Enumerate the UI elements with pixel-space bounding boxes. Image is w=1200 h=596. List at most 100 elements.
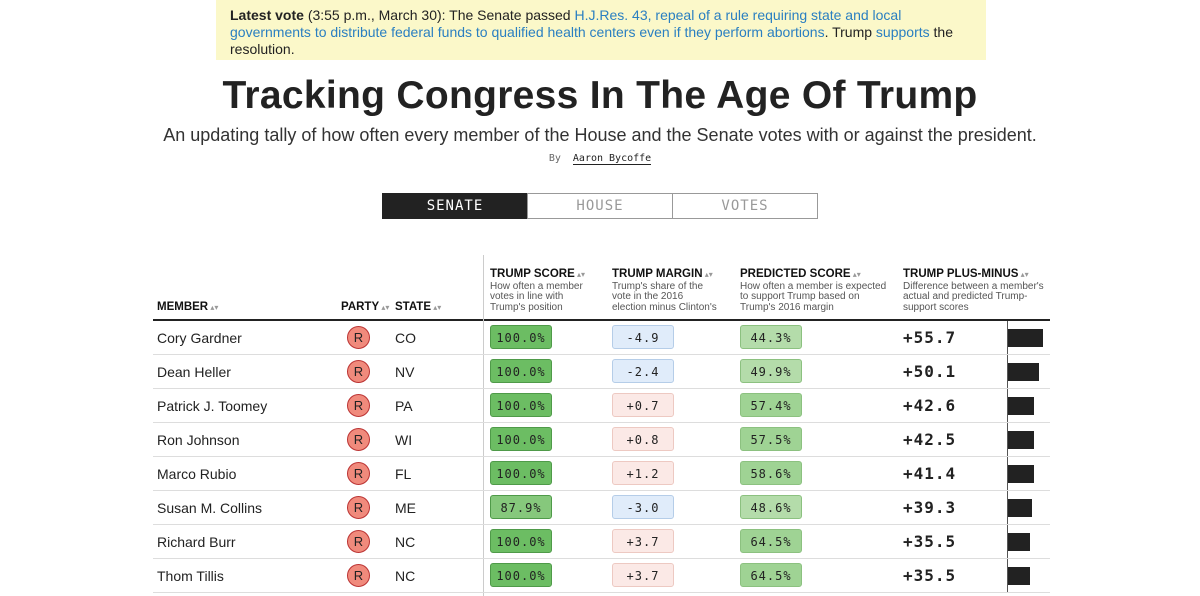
predicted-score: 44.3% (740, 325, 802, 349)
plus-minus: +35.5 (903, 566, 957, 585)
column-divider (483, 255, 484, 596)
column-header[interactable]: PREDICTED SCOREHow often a member is exp… (740, 268, 890, 314)
plus-minus-bar (1008, 567, 1030, 585)
column-title: TRUMP MARGIN (612, 268, 717, 280)
trump-score: 100.0% (490, 325, 552, 349)
state: NV (395, 364, 415, 380)
plus-minus-bar (1008, 533, 1030, 551)
table-row: Patrick J. Toomey R PA 100.0% +0.7 57.4% +42.6 (153, 389, 1050, 423)
column-description: How often a member votes in line with Tr… (490, 280, 583, 313)
predicted-score: 58.6% (740, 461, 802, 485)
tab[interactable]: VOTES (672, 193, 818, 219)
page-title: Tracking Congress In The Age Of Trump (222, 74, 978, 117)
byline: By Aaron Bycoffe (0, 153, 1200, 165)
state: CO (395, 330, 416, 346)
member-name: Richard Burr (157, 534, 236, 550)
plus-minus-bar (1008, 329, 1043, 347)
table-row: Marco Rubio R FL 100.0% +1.2 58.6% +41.4 (153, 457, 1050, 491)
plus-minus: +35.5 (903, 532, 957, 551)
member-name: Dean Heller (157, 364, 231, 380)
author[interactable]: Aaron Bycoffe (572, 153, 652, 165)
party-badge: R (347, 360, 370, 383)
banner-text: . Trump (824, 24, 873, 40)
bill-link[interactable]: H.J.Res. 43, repeal of a rule requiring … (230, 7, 902, 40)
column-header[interactable]: MEMBER (157, 301, 307, 313)
bar-axis (1007, 457, 1008, 490)
table-row: Susan M. Collins R ME 87.9% -3.0 48.6% +39.3 (153, 491, 1050, 525)
trump-score: 100.0% (490, 529, 552, 553)
banner-label: Latest vote (230, 7, 304, 23)
predicted-score: 48.6% (740, 495, 802, 519)
plus-minus: +55.7 (903, 328, 957, 347)
plus-minus: +41.4 (903, 464, 957, 483)
trump-margin: -4.9 (612, 325, 674, 349)
trump-margin: -3.0 (612, 495, 674, 519)
header-rule (153, 319, 1050, 321)
plus-minus: +39.3 (903, 498, 957, 517)
trump-margin: +3.7 (612, 529, 674, 553)
trump-margin: -2.4 (612, 359, 674, 383)
column-header[interactable]: PARTY (341, 301, 391, 313)
column-description: Trump's share of the vote in the 2016 el… (612, 280, 717, 313)
party-badge: R (347, 530, 370, 553)
state: PA (395, 398, 413, 414)
trump-score: 100.0% (490, 359, 552, 383)
column-header[interactable]: TRUMP PLUS-MINUSDifference between a mem… (903, 268, 1053, 314)
table-row: Ron Johnson R WI 100.0% +0.8 57.5% +42.5 (153, 423, 1050, 457)
bar-axis (1007, 389, 1008, 422)
predicted-score: 57.4% (740, 393, 802, 417)
trump-score: 87.9% (490, 495, 552, 519)
bar-axis (1007, 559, 1008, 592)
tab[interactable]: SENATE (382, 193, 528, 219)
member-name: Ron Johnson (157, 432, 240, 448)
plus-minus-bar (1008, 499, 1033, 517)
subtitle: An updating tally of how often every mem… (163, 125, 1037, 145)
column-header[interactable]: TRUMP MARGINTrump's share of the vote in… (612, 268, 717, 314)
member-name: Thom Tillis (157, 568, 224, 584)
column-title: STATE (395, 301, 455, 313)
party-badge: R (347, 462, 370, 485)
column-title: MEMBER (157, 301, 307, 313)
banner-text: the resolution. (230, 24, 953, 57)
member-name: Patrick J. Toomey (157, 398, 268, 414)
latest-vote-banner: Latest vote (3:55 p.m., March 30): The S… (216, 0, 986, 60)
bar-axis (1007, 355, 1008, 388)
column-header[interactable]: TRUMP SCOREHow often a member votes in l… (490, 268, 600, 314)
party-badge: R (347, 496, 370, 519)
plus-minus-bar (1008, 363, 1040, 381)
trump-score: 100.0% (490, 393, 552, 417)
position-link[interactable]: supports (875, 24, 930, 40)
tab[interactable]: HOUSE (527, 193, 673, 219)
column-title: TRUMP PLUS-MINUS (903, 268, 1053, 280)
column-description: Difference between a member's actual and… (903, 280, 1044, 313)
state: NC (395, 568, 416, 584)
state: NC (395, 534, 416, 550)
plus-minus: +50.1 (903, 362, 957, 381)
plus-minus-bar (1008, 465, 1034, 483)
party-badge: R (347, 564, 370, 587)
predicted-score: 64.5% (740, 563, 802, 587)
predicted-score: 57.5% (740, 427, 802, 451)
party-badge: R (347, 326, 370, 349)
banner-text: (3:55 p.m., March 30): The Senate passed (307, 7, 571, 23)
trump-score: 100.0% (490, 461, 552, 485)
column-header[interactable]: STATE (395, 301, 455, 313)
byline-prefix: By (548, 153, 561, 164)
predicted-score: 64.5% (740, 529, 802, 553)
table-row: Cory Gardner R CO 100.0% -4.9 44.3% +55.7 (153, 321, 1050, 355)
plus-minus: +42.6 (903, 396, 957, 415)
member-name: Marco Rubio (157, 466, 237, 482)
trump-margin: +0.8 (612, 427, 674, 451)
table-row: Thom Tillis R NC 100.0% +3.7 64.5% +35.5 (153, 559, 1050, 593)
column-description: How often a member is expected to suppor… (740, 280, 887, 313)
table-row: Dean Heller R NV 100.0% -2.4 49.9% +50.1 (153, 355, 1050, 389)
state: FL (395, 466, 412, 482)
column-title: PREDICTED SCORE (740, 268, 890, 280)
trump-margin: +1.2 (612, 461, 674, 485)
column-title: PARTY (341, 301, 391, 313)
state: WI (395, 432, 413, 448)
plus-minus: +42.5 (903, 430, 957, 449)
table-row: Richard Burr R NC 100.0% +3.7 64.5% +35.5 (153, 525, 1050, 559)
member-name: Susan M. Collins (157, 500, 263, 516)
